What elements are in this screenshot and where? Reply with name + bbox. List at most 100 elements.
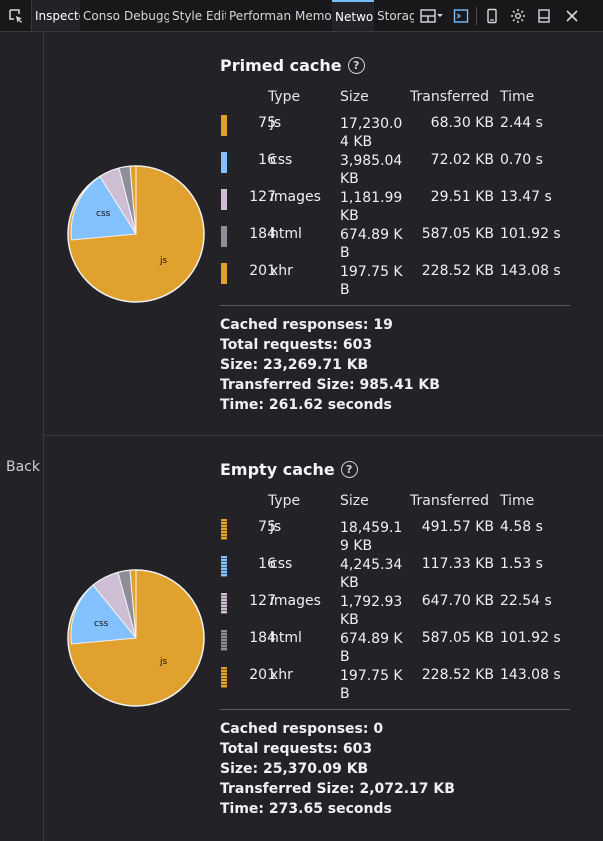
primed-cache-table: Type Size Transferred Time 75 js 17,230.… xyxy=(220,89,570,329)
empty-cache-table: Type Size Transferred Time 75 js 18,459.… xyxy=(220,493,570,733)
cached-responses: Cached responses: 19 xyxy=(220,317,393,333)
console-icon xyxy=(453,8,469,23)
pie-label-js: js xyxy=(159,256,168,266)
gear-icon xyxy=(511,8,525,23)
pie-slice-css[interactable] xyxy=(70,584,137,645)
help-icon[interactable]: ? xyxy=(347,57,365,74)
empty-cache-pie-chart: css js xyxy=(67,569,205,707)
resource-type: js xyxy=(270,519,282,535)
element-picker-button[interactable] xyxy=(0,0,32,31)
summary-divider xyxy=(220,305,570,306)
pie-slice-css[interactable] xyxy=(70,175,137,241)
close-icon xyxy=(566,9,578,22)
pie-label-css: css xyxy=(96,209,111,219)
dock-button[interactable] xyxy=(531,0,557,32)
load-time: 101.92 s xyxy=(500,630,561,646)
section-divider xyxy=(44,435,603,436)
primed-cache-title-text: Primed cache xyxy=(220,56,342,75)
legend-swatch-css xyxy=(221,556,227,577)
cached-responses: Cached responses: 0 xyxy=(220,721,384,737)
resource-type: html xyxy=(270,226,302,242)
resource-type: images xyxy=(270,593,321,609)
tab-network[interactable]: Network xyxy=(332,0,374,31)
pie-slice-xhr[interactable] xyxy=(129,165,137,235)
transferred-size: 29.51 KB xyxy=(430,189,494,205)
tab-console[interactable]: Console xyxy=(83,8,121,23)
tab-debugger[interactable]: Debugger xyxy=(124,8,169,23)
total-size: Size: 23,269.71 KB xyxy=(220,357,369,373)
transferred-size: 647.70 KB xyxy=(421,593,494,609)
table-row: 16 css 3,985.04 KB 72.02 KB 0.70 s xyxy=(220,150,570,187)
load-time: 2.44 s xyxy=(500,115,543,131)
resource-size: 674.89 KB xyxy=(340,227,403,261)
back-link[interactable]: Back xyxy=(6,459,40,475)
load-time: 101.92 s xyxy=(500,226,561,242)
request-count: 16 xyxy=(258,556,276,572)
layout-icon xyxy=(420,8,443,23)
column-header-size: Size xyxy=(340,89,369,105)
load-time: 143.08 s xyxy=(500,667,561,683)
table-row: 127 images 1,181.99 KB 29.51 KB 13.47 s xyxy=(220,187,570,224)
tab-style-editor[interactable]: Style Editor xyxy=(172,8,226,23)
back-column[interactable]: Back xyxy=(0,32,44,841)
resource-size: 197.75 KB xyxy=(340,264,403,298)
toolbar-separator xyxy=(476,6,477,25)
request-count: 75 xyxy=(258,115,276,131)
request-count: 75 xyxy=(258,519,276,535)
layout-menu-button[interactable] xyxy=(416,0,448,32)
table-row: 75 js 18,459.19 KB 491.57 KB 4.58 s xyxy=(220,517,570,554)
resource-type: css xyxy=(270,556,293,572)
request-count: 184 xyxy=(249,226,276,242)
tab-inspector[interactable]: Inspector xyxy=(32,0,80,31)
tab-performance[interactable]: Performance xyxy=(229,8,292,23)
primed-cache-summary: Cached responses: 19 Total requests: 603… xyxy=(220,315,440,415)
close-button[interactable] xyxy=(557,0,587,32)
legend-swatch-js xyxy=(221,115,227,136)
transferred-size-total: Transferred Size: 985.41 KB xyxy=(220,377,440,393)
split-console-button[interactable] xyxy=(448,0,474,32)
responsive-design-button[interactable] xyxy=(479,0,505,32)
transferred-size: 491.57 KB xyxy=(421,519,494,535)
request-count: 127 xyxy=(249,593,276,609)
table-row: 75 js 17,230.04 KB 68.30 KB 2.44 s xyxy=(220,113,570,150)
resource-size: 3,985.04 KB xyxy=(340,153,403,187)
request-count: 184 xyxy=(249,630,276,646)
legend-swatch-images xyxy=(221,189,227,210)
help-icon[interactable]: ? xyxy=(340,461,358,478)
legend-swatch-js xyxy=(221,519,227,540)
settings-button[interactable] xyxy=(505,0,531,32)
tab-storage[interactable]: Storage xyxy=(377,8,414,23)
summary-divider xyxy=(220,709,570,710)
tab-memory[interactable]: Memory xyxy=(295,8,332,23)
transferred-size: 228.52 KB xyxy=(421,667,494,683)
request-count: 201 xyxy=(249,667,276,683)
total-requests: Total requests: 603 xyxy=(220,337,373,353)
load-time: 4.58 s xyxy=(500,519,543,535)
column-header-size: Size xyxy=(340,493,369,509)
load-time: 0.70 s xyxy=(500,152,543,168)
legend-swatch-html xyxy=(221,630,227,651)
table-row: 127 images 1,792.93 KB 647.70 KB 22.54 s xyxy=(220,591,570,628)
devtools-toolbar: Inspector Console Debugger Style Editor … xyxy=(0,0,603,32)
transferred-size: 228.52 KB xyxy=(421,263,494,279)
transferred-size: 72.02 KB xyxy=(430,152,494,168)
pie-label-js: js xyxy=(159,657,168,667)
pie-label-css: css xyxy=(94,619,109,629)
legend-swatch-images xyxy=(221,593,227,614)
transferred-size: 587.05 KB xyxy=(421,226,494,242)
load-time: 22.54 s xyxy=(500,593,552,609)
column-header-type: Type xyxy=(268,89,301,105)
column-header-time: Time xyxy=(500,493,535,509)
table-row: 201 xhr 197.75 KB 228.52 KB 143.08 s xyxy=(220,261,570,298)
pie-slice-xhr[interactable] xyxy=(129,569,137,639)
table-row: 184 html 674.89 KB 587.05 KB 101.92 s xyxy=(220,628,570,665)
total-size: Size: 25,370.09 KB xyxy=(220,761,369,777)
resource-type: html xyxy=(270,630,302,646)
table-row: 184 html 674.89 KB 587.05 KB 101.92 s xyxy=(220,224,570,261)
total-requests: Total requests: 603 xyxy=(220,741,373,757)
primed-cache-title: Primed cache ? xyxy=(220,56,365,75)
column-header-time: Time xyxy=(500,89,535,105)
resource-size: 197.75 KB xyxy=(340,668,403,702)
total-time: Time: 273.65 seconds xyxy=(220,801,392,817)
legend-swatch-css xyxy=(221,152,227,173)
